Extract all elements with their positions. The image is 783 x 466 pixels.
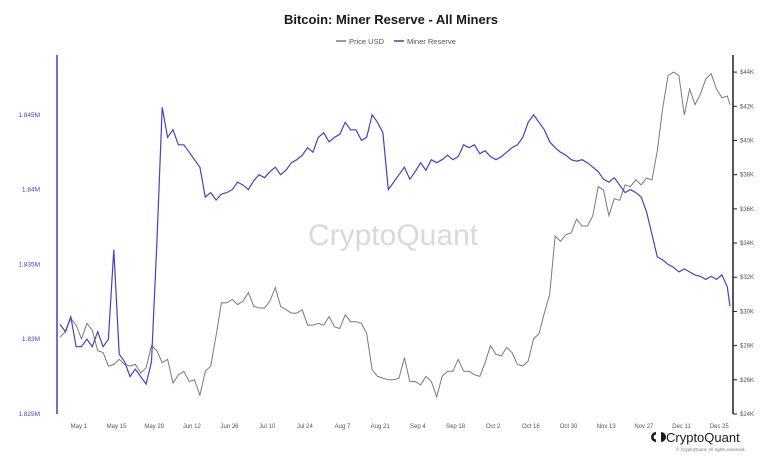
x-tick-label: Sep 18	[446, 424, 466, 430]
watermark: CryptoQuant	[308, 219, 479, 252]
legend-label: Miner Reserve	[407, 37, 456, 46]
x-tick-label: Oct 16	[522, 424, 540, 430]
x-tick-label: Oct 2	[486, 424, 501, 430]
x-tick-label: Oct 30	[560, 424, 578, 430]
x-tick-label: Aug 7	[335, 424, 351, 430]
y-left-tick-label: 1.825M	[18, 411, 40, 418]
y-right-tick-label: $32K	[740, 275, 754, 281]
y-right-tick-label: $42K	[740, 104, 754, 110]
brand-logo: CryptoQuant © CryptoQuant. All rights re…	[651, 430, 746, 452]
brand-name: CryptoQuant	[666, 430, 740, 445]
y-right-tick-label: $38K	[740, 173, 754, 179]
x-tick-label: Sep 4	[410, 424, 426, 430]
y-left-tick-label: 1.84M	[22, 187, 40, 194]
y-left-tick-label: 1.835M	[18, 261, 40, 268]
x-tick-label: May 15	[107, 424, 127, 430]
series-line-miner-reserve	[59, 107, 731, 386]
y-left-tick-label: 1.83M	[22, 336, 40, 343]
y-right-tick-label: $28K	[740, 344, 754, 350]
x-tick-label: Jul 10	[259, 424, 276, 430]
y-right-tick-label: $24K	[740, 412, 754, 418]
x-tick-label: Nov 27	[634, 424, 654, 430]
x-tick-label: Dec 11	[672, 424, 691, 430]
right-axis-ticks: $24K $26K $28K $30K $32K $34K $36K $38K $40K $42K…	[733, 70, 754, 418]
x-tick-label: Nov 13	[597, 424, 617, 430]
cryptoquant-logo-icon	[651, 432, 666, 442]
x-tick-label: Dec 25	[710, 424, 730, 430]
x-tick-label: Jun 12	[183, 424, 202, 430]
series-line-price-usd	[59, 71, 731, 399]
left-axis-ticks: 1.825M 1.83M 1.835M 1.84M 1.845M	[18, 112, 40, 418]
y-right-tick-label: $34K	[740, 241, 754, 247]
legend-label: Price USD	[349, 37, 385, 46]
y-right-tick-label: $36K	[740, 207, 754, 213]
x-tick-label: Jul 24	[297, 424, 314, 430]
brand-rights: © CryptoQuant. All rights reserved.	[676, 446, 746, 452]
x-tick-label: May 1	[71, 424, 88, 430]
y-left-tick-label: 1.845M	[18, 112, 40, 119]
x-tick-label: Jun 26	[221, 424, 240, 430]
y-right-tick-label: $26K	[740, 378, 754, 384]
y-right-tick-label: $30K	[740, 309, 754, 315]
legend: Price USD Miner Reserve	[336, 37, 456, 46]
x-tick-label: May 29	[144, 424, 164, 430]
x-axis-ticks: May 1 May 15 May 29 Jun 12 Jun 26 Jul 10 Jul 2…	[71, 424, 730, 430]
y-right-tick-label: $40K	[740, 138, 754, 144]
x-tick-label: Aug 21	[371, 424, 391, 430]
y-right-tick-label: $44K	[740, 70, 754, 76]
chart-title: Bitcoin: Miner Reserve - All Miners	[284, 12, 498, 27]
